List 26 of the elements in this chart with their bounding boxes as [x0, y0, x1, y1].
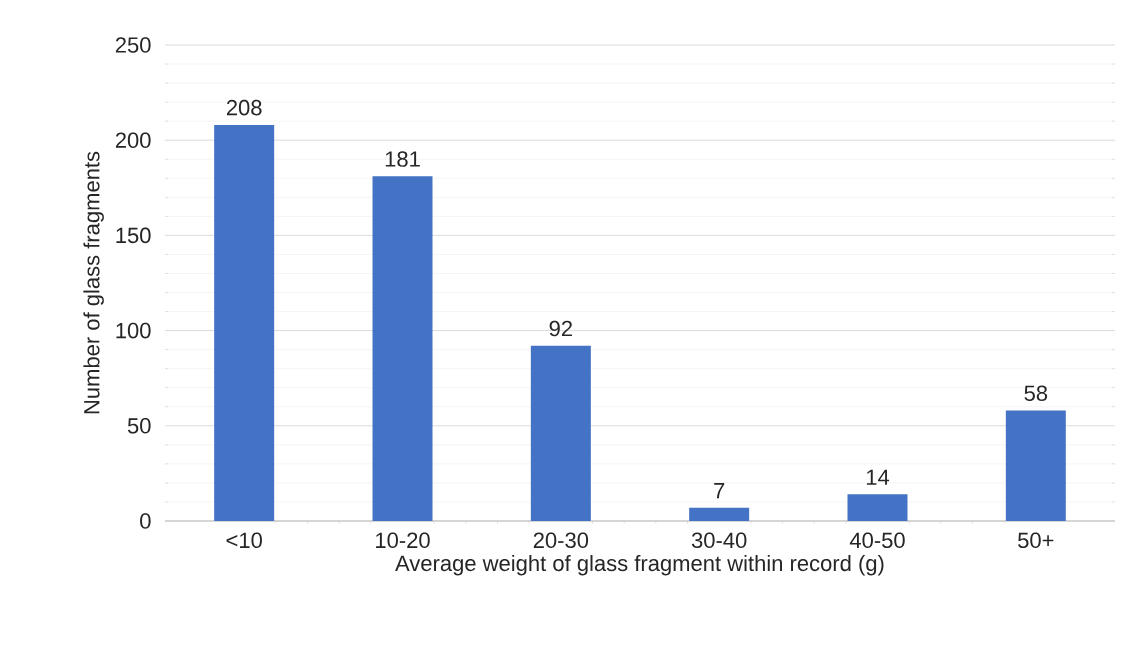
data-label: 208 — [226, 99, 262, 116]
bar — [530, 345, 591, 521]
x-tick-label: <10 — [226, 532, 262, 549]
y-tick-label: 100 — [116, 322, 151, 339]
x-tick-label: 10-20 — [376, 532, 430, 549]
y-axis-title: Number of glass fragments — [83, 151, 104, 414]
y-tick-label: 250 — [115, 37, 151, 53]
data-label: 58 — [1024, 385, 1048, 402]
bar — [214, 124, 275, 521]
x-tick-label: 50+ — [1018, 532, 1054, 549]
y-tick-label: 150 — [116, 227, 151, 244]
x-tick-label: 40-50 — [849, 532, 905, 549]
x-tick-label: 30-40 — [691, 532, 747, 549]
data-label: 14 — [866, 469, 890, 485]
x-axis-title: Average weight of glass fragment within record (g) — [395, 554, 884, 576]
bar — [847, 494, 908, 521]
data-label: 181 — [385, 151, 420, 167]
bar — [372, 176, 433, 521]
y-tick-label: 0 — [140, 513, 151, 529]
data-label: 7 — [714, 482, 725, 499]
bar — [689, 507, 750, 521]
x-tick-label: 20-30 — [533, 532, 589, 549]
y-tick-label: 200 — [115, 132, 151, 148]
bar — [1005, 410, 1066, 521]
data-label: 92 — [549, 320, 572, 337]
y-tick-label: 50 — [127, 417, 151, 434]
